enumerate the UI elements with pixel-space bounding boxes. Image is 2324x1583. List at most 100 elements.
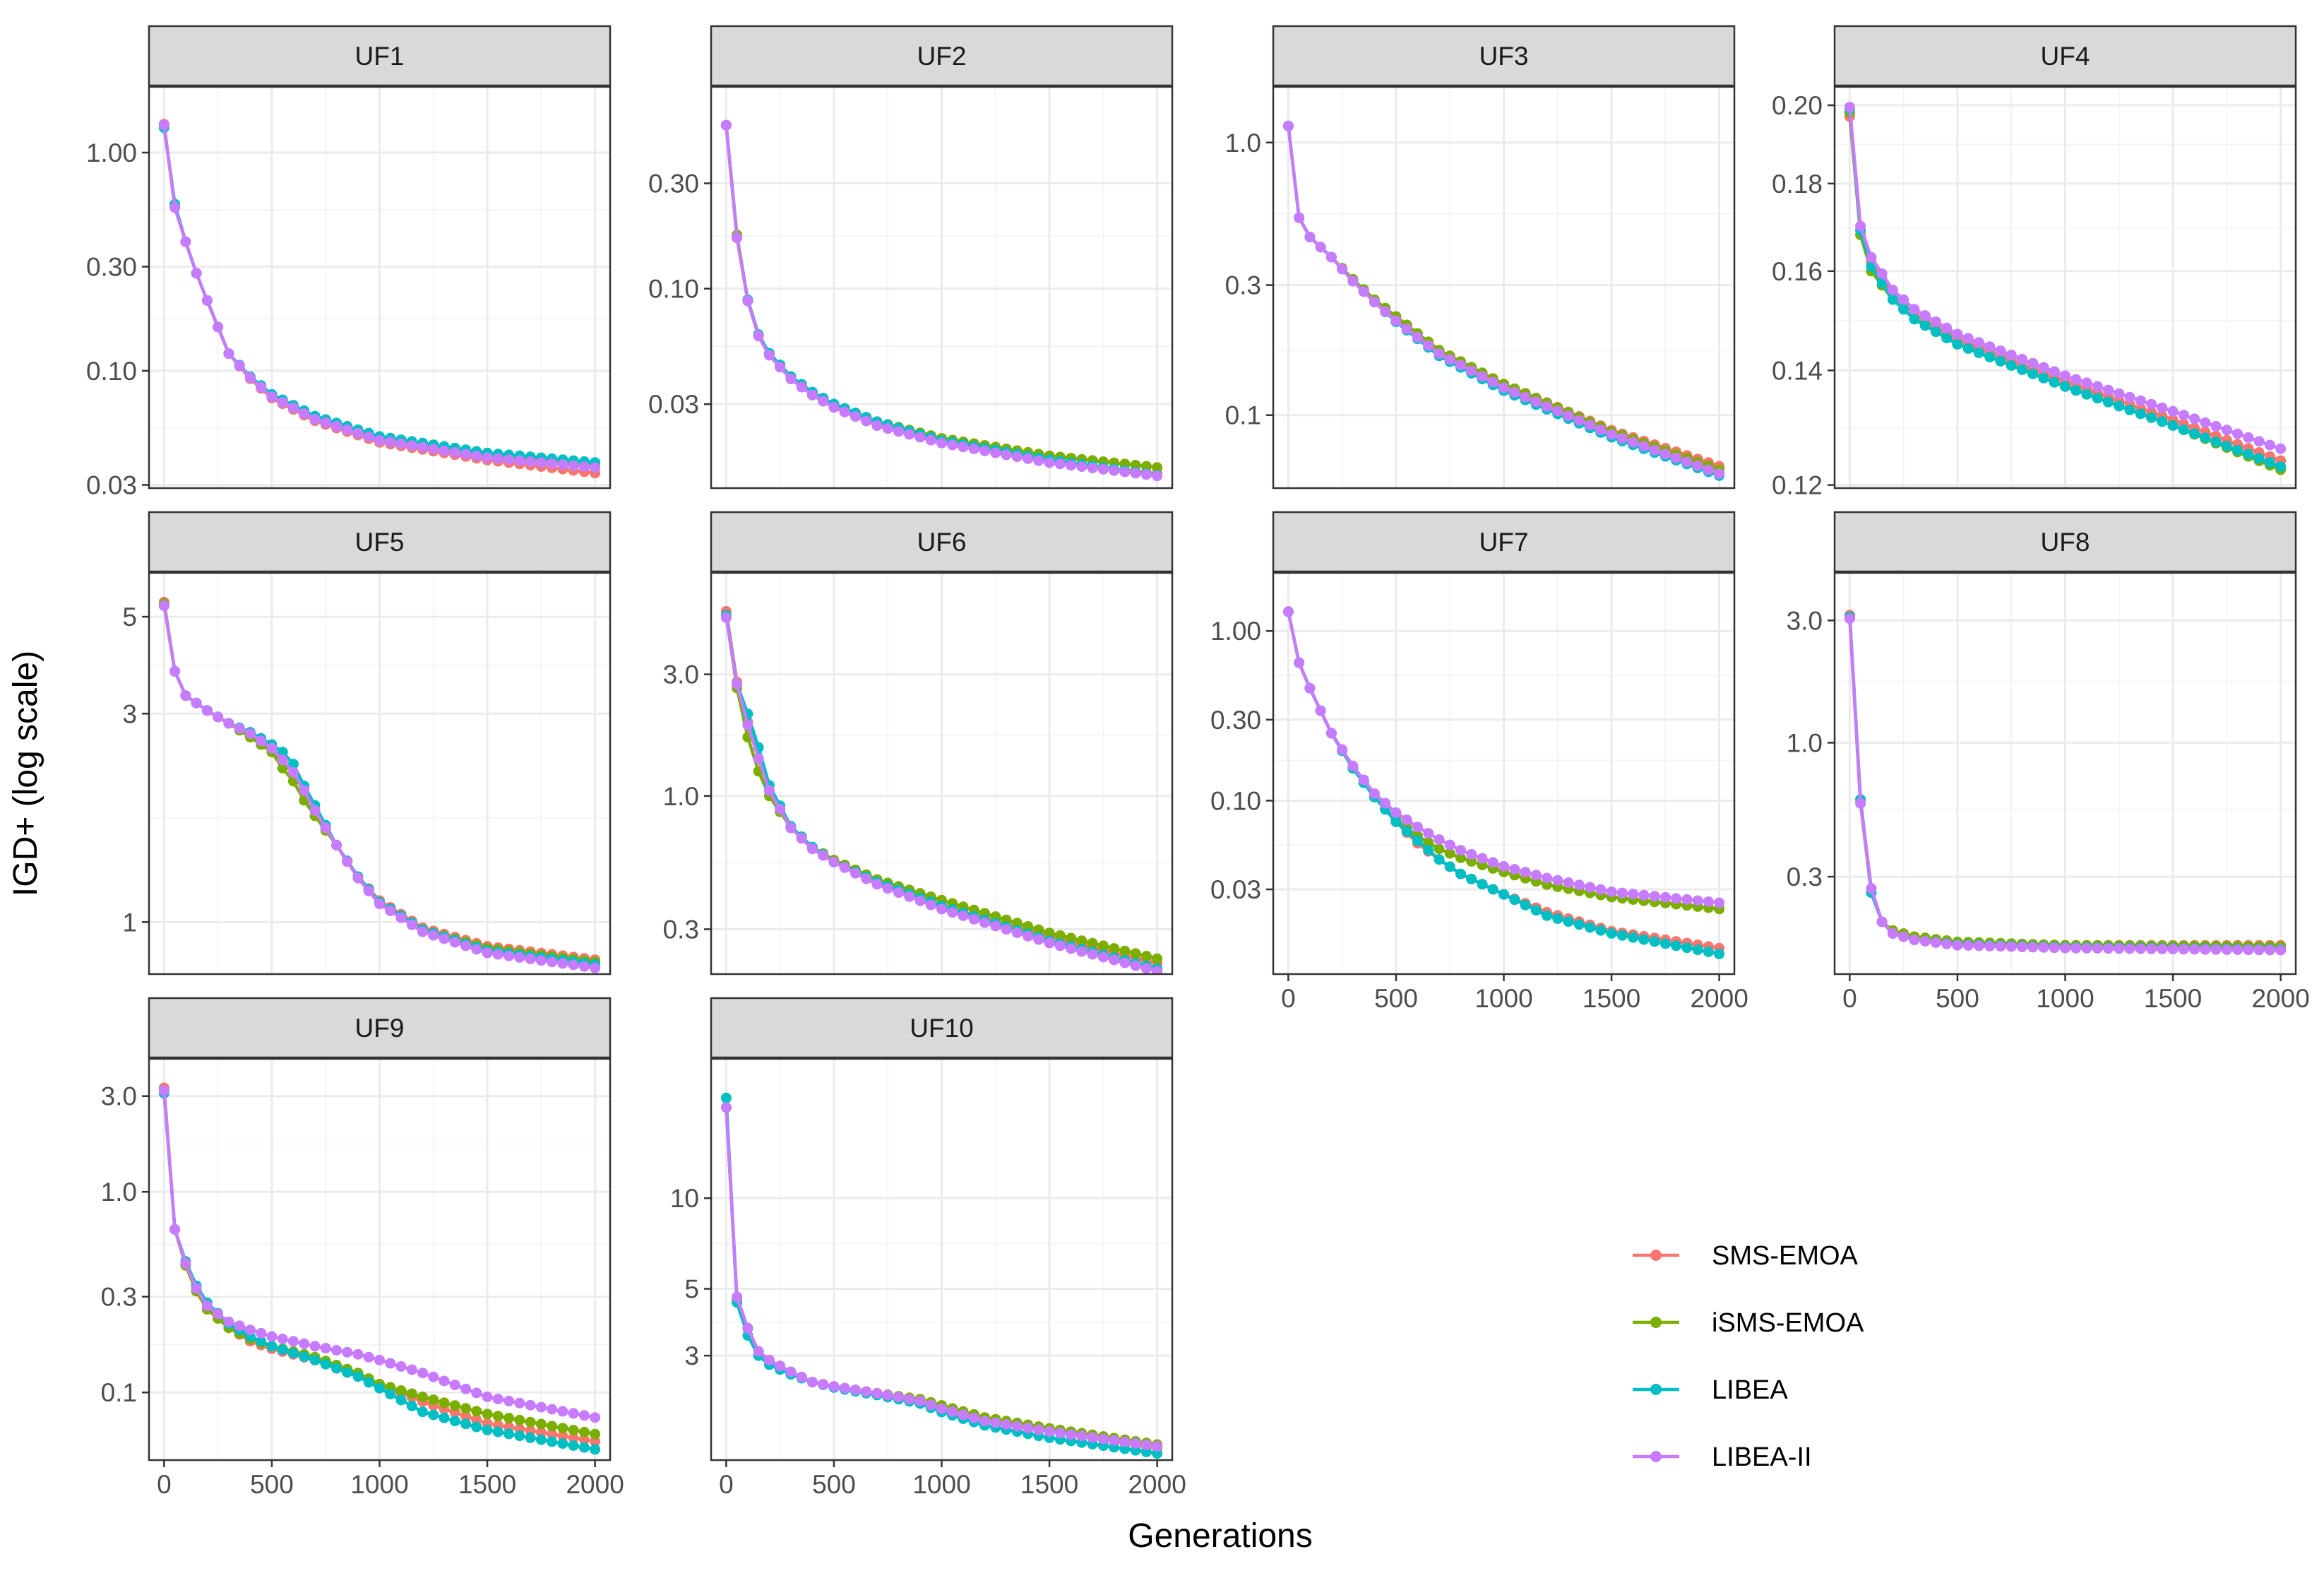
data-point-libea-ii [1552, 874, 1563, 886]
y-tick-label: 3 [122, 699, 137, 728]
data-point-libea [352, 1371, 364, 1382]
data-point-libea-ii [277, 397, 288, 408]
data-point-isms-emoa [1087, 937, 1098, 949]
data-point-libea-ii [818, 396, 829, 407]
data-point-libea-ii [1941, 938, 1953, 949]
data-point-libea-ii [1152, 470, 1163, 482]
data-point-libea-ii [244, 1324, 256, 1336]
data-point-isms-emoa [547, 1421, 558, 1432]
legend-label: LIBEA [1712, 1375, 1788, 1405]
data-point-libea-ii [1423, 828, 1434, 839]
data-point-libea-ii [914, 895, 926, 906]
x-axis-title: Generations [1128, 1517, 1313, 1555]
data-point-libea-ii [958, 441, 969, 453]
x-tick-label: 2000 [2251, 984, 2309, 1013]
x-tick-label: 2000 [1690, 984, 1748, 1013]
y-tick-label: 1.0 [1787, 728, 1823, 757]
facet-label: UF7 [1479, 528, 1529, 557]
data-point-libea-ii [514, 455, 525, 466]
data-point-libea-ii [1714, 897, 1725, 908]
data-point-libea-ii [417, 1368, 428, 1379]
data-point-libea [460, 1418, 472, 1430]
data-point-libea-ii [1542, 401, 1552, 412]
data-point-libea-ii [1001, 1419, 1012, 1430]
data-point-libea-ii [1412, 331, 1423, 343]
data-point-libea-ii [775, 1360, 786, 1372]
data-point-libea [1401, 826, 1412, 837]
data-point-libea-ii [1434, 834, 1445, 845]
y-tick-label: 0.30 [648, 170, 699, 198]
data-point-isms-emoa [590, 1428, 601, 1440]
data-point-libea-ii [1573, 415, 1585, 426]
data-point-libea-ii [2135, 395, 2146, 406]
data-point-libea [2070, 385, 2082, 396]
x-tick-label: 500 [250, 1470, 294, 1499]
data-point-libea-ii [850, 411, 861, 422]
data-point-libea-ii [1530, 870, 1542, 881]
data-point-libea [2243, 449, 2254, 460]
data-point-libea-ii [2189, 944, 2200, 955]
data-point-libea-ii [1011, 451, 1023, 463]
data-point-libea [2264, 457, 2275, 468]
data-point-libea-ii [1952, 939, 1963, 951]
data-point-libea-ii [1140, 469, 1152, 480]
data-point-libea-ii [1649, 444, 1660, 456]
data-point-libea-ii [2070, 374, 2082, 385]
data-point-libea-ii [2275, 944, 2287, 956]
data-point-libea-ii [1520, 391, 1531, 403]
y-tick-label: 0.10 [86, 357, 137, 386]
data-point-libea-ii [1984, 940, 1996, 951]
data-point-libea [1573, 919, 1585, 930]
data-point-libea-ii [1984, 341, 1996, 352]
data-point-libea [1434, 854, 1445, 865]
data-point-libea-ii [2114, 388, 2125, 399]
data-point-libea-ii [1401, 814, 1412, 825]
data-point-libea-ii [1714, 468, 1725, 480]
panel-uf2: UF2 0.30 0.10 0.03 [648, 25, 1174, 490]
data-point-libea-ii [266, 742, 278, 754]
data-point-libea-ii [914, 432, 926, 443]
data-point-sms-emoa [590, 1436, 601, 1447]
data-point-libea-ii [449, 1380, 460, 1391]
series-group [1282, 120, 1725, 481]
legend: SMS-EMOA iSMS-EMOA LIBEA LIBEA-II [1633, 1241, 1864, 1472]
data-point-libea-ii [191, 268, 202, 279]
data-point-libea-ii [234, 1320, 245, 1332]
data-point-libea-ii [893, 887, 904, 899]
data-point-libea-ii [990, 447, 1001, 458]
data-point-libea-ii [806, 389, 818, 401]
data-point-libea-ii [806, 843, 818, 855]
data-point-libea-ii [1023, 1423, 1034, 1434]
data-point-libea-ii [785, 822, 797, 834]
data-point-libea-ii [861, 1386, 872, 1397]
data-point-libea-ii [1390, 315, 1402, 326]
data-point-libea-ii [968, 1412, 979, 1423]
data-point-isms-emoa [439, 1397, 450, 1409]
y-tick-label: 10 [670, 1184, 699, 1213]
data-point-isms-emoa [1119, 945, 1131, 956]
data-point-libea-ii [1671, 893, 1682, 904]
data-point-libea-ii [449, 447, 460, 458]
panel-uf1: UF1 1.00 0.30 0.10 0.03 [86, 25, 612, 499]
x-tick-label: 0 [157, 1470, 172, 1499]
data-point-libea-ii [1066, 1429, 1077, 1440]
data-point-libea-ii [1044, 457, 1055, 468]
data-point-isms-emoa [1152, 953, 1163, 964]
data-point-libea-ii [180, 690, 191, 701]
data-point-libea-ii [406, 919, 417, 930]
data-point-libea-ii [1616, 433, 1628, 444]
data-point-libea-ii [1390, 807, 1402, 818]
y-tick-label: 5 [684, 1275, 699, 1304]
y-tick-label: 3 [684, 1341, 699, 1370]
data-point-libea-ii [331, 1345, 342, 1356]
data-point-libea [2232, 444, 2243, 456]
data-point-libea-ii [1595, 424, 1607, 435]
data-point-libea-ii [1130, 1437, 1141, 1449]
data-point-libea-ii [850, 867, 861, 879]
data-point-libea-ii [1552, 405, 1563, 417]
data-point-libea-ii [1671, 452, 1682, 463]
data-point-libea [2210, 437, 2222, 448]
data-point-libea-ii [861, 873, 872, 884]
data-point-libea-ii [590, 1412, 601, 1423]
data-point-libea-ii [191, 1283, 202, 1294]
